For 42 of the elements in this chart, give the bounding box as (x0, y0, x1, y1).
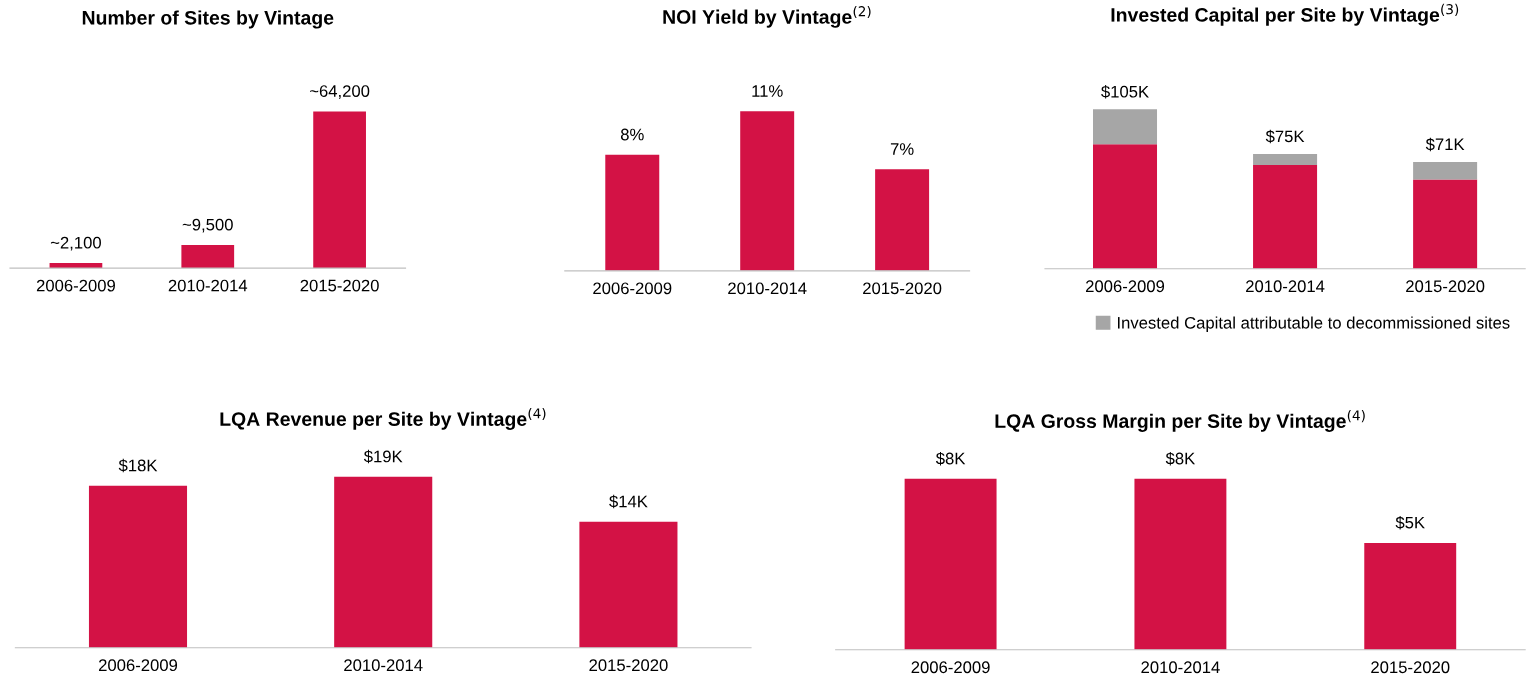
annotation: $105K (1101, 85, 1149, 99)
data-label: 7% (890, 143, 914, 155)
data-label: $8K (935, 451, 966, 466)
data-label: 8% (620, 128, 644, 141)
bar (1093, 109, 1158, 145)
x-tick-label: 2010-2014 (1141, 661, 1220, 674)
data-label: $8K (1165, 451, 1196, 466)
annotation: $71K (1425, 137, 1465, 152)
annotation: $75K (1265, 129, 1305, 144)
data-label: 11% (752, 85, 783, 97)
data-label: ~2,100 (50, 236, 101, 251)
x-tick-label: 2006-2009 (98, 659, 178, 672)
bar (1413, 161, 1478, 180)
bar (1093, 144, 1158, 269)
x-tick-label: 2006-2009 (1086, 280, 1165, 293)
x-tick-label: 2010-2014 (168, 279, 248, 292)
x-tick-label: 2010-2014 (1246, 280, 1325, 293)
x-tick-label: 2015-2020 (863, 282, 942, 295)
chart-title: LQA Revenue per Site by Vintage$^{(4)}$ (220, 407, 546, 430)
bar (1413, 179, 1478, 269)
chart-title: NOI Yield by Vintage$^{(2)}$ (663, 5, 871, 28)
x-tick-label: 2006-2009 (593, 282, 672, 295)
x-tick-label: 2015-2020 (1371, 661, 1450, 674)
data-label: $5K (1395, 516, 1425, 530)
x-tick-label: 2006-2009 (36, 279, 115, 292)
x-tick-label: 2015-2020 (589, 659, 668, 672)
legend-label: Invested Capital attributable to decommissioned sites (1117, 316, 1510, 332)
bar (1253, 165, 1318, 269)
data-label: $19K (363, 449, 403, 464)
data-label: ~64,200 (310, 85, 370, 99)
bar (1253, 153, 1318, 166)
x-tick-label: 2010-2014 (728, 282, 807, 295)
data-label: $18K (118, 458, 158, 473)
chart-title: Invested Capital per Site by Vintage$^{(3)}$ (1111, 3, 1459, 26)
data-label: $14K (609, 494, 648, 509)
x-tick-label: 2015-2020 (1406, 280, 1485, 293)
x-tick-label: 2010-2014 (344, 659, 423, 672)
chart-title: Number of Sites by Vintage (82, 10, 334, 29)
x-tick-label: 2015-2020 (300, 279, 379, 292)
data-label: ~9,500 (182, 218, 233, 233)
x-tick-label: 2006-2009 (911, 661, 990, 674)
chart-title: LQA Gross Margin per Site by Vintage$^{(4)}$ (995, 410, 1365, 432)
